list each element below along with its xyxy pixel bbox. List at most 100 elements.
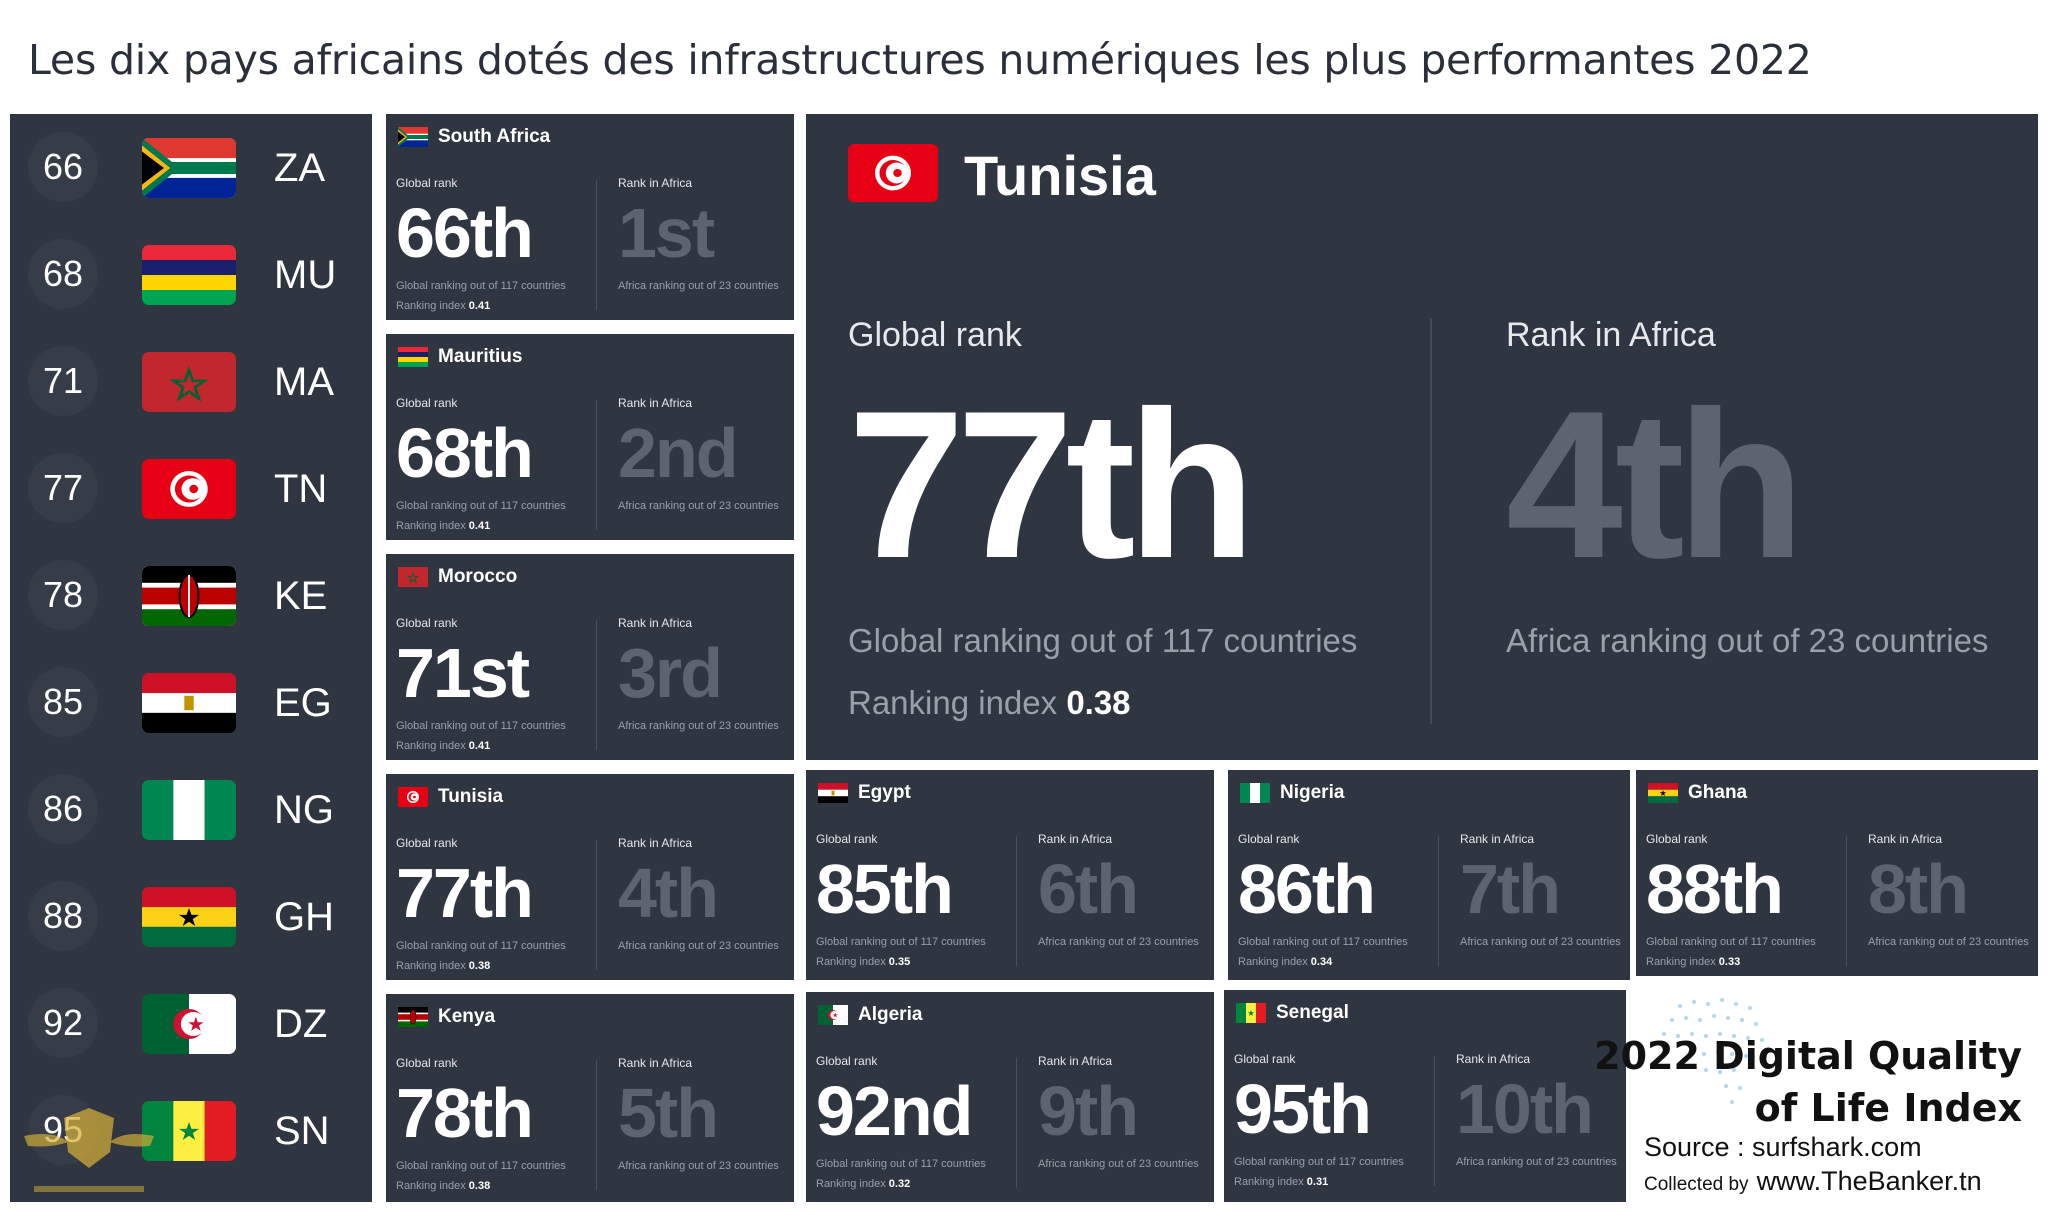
africa-rank-column: Rank in Africa 9th Africa ranking out of…	[1038, 1054, 1214, 1170]
card-header: Kenya	[398, 1004, 495, 1030]
card-header: Egypt	[818, 780, 911, 806]
global-ranking-note: Global ranking out of 117 countries	[396, 940, 566, 952]
africa-rank-column: Rank in Africa 1st Africa ranking out of…	[618, 176, 794, 292]
country-code: TN	[274, 467, 328, 511]
rank-row: 88 GH	[10, 863, 372, 970]
ranking-index-label: Ranking index	[396, 300, 466, 312]
global-rank-column: Global rank 92nd Global ranking out of 1…	[816, 1054, 1016, 1190]
rank-row: 77 TN	[10, 435, 372, 542]
ranking-index-label: Ranking index	[816, 1178, 886, 1190]
flag-south-africa-icon	[398, 127, 428, 147]
africa-rank-value: 5th	[618, 1074, 719, 1152]
card-divider	[596, 840, 597, 970]
global-rank-label: Global rank	[1238, 832, 1300, 846]
flag-ghana-icon	[142, 887, 236, 947]
africa-rank-label: Rank in Africa	[618, 836, 693, 850]
ranking-index-value: 0.31	[1306, 1176, 1329, 1188]
card-divider	[596, 620, 597, 750]
card-divider	[596, 180, 597, 310]
ranking-index-value: 0.32	[888, 1178, 911, 1190]
ranking-index-label: Ranking index	[1238, 956, 1308, 968]
africa-rank-label: Rank in Africa	[1868, 832, 1943, 846]
ranking-index-label: Ranking index	[848, 684, 1058, 721]
africa-rank-value: 2nd	[618, 414, 738, 492]
flag-tunisia-icon	[142, 459, 236, 519]
global-rank-value: 86th	[1238, 850, 1376, 928]
global-rank-label: Global rank	[816, 832, 878, 846]
africa-rank-label: Rank in Africa	[618, 176, 693, 190]
africa-ranking-note: Africa ranking out of 23 countries	[618, 720, 779, 732]
country-card-morocco: Morocco Global rank 71st Global ranking …	[386, 554, 794, 760]
country-card-algeria: Algeria Global rank 92nd Global ranking …	[806, 992, 1214, 1202]
flag-south-africa-icon	[142, 138, 236, 198]
africa-ranking-note: Africa ranking out of 23 countries	[1460, 936, 1621, 948]
collected-by-label: Collected by	[1644, 1174, 1749, 1195]
africa-rank-value: 9th	[1038, 1072, 1139, 1150]
flag-senegal-icon	[1236, 1003, 1266, 1023]
rank-number: 78	[28, 560, 98, 630]
flag-senegal-icon	[142, 1101, 236, 1161]
ranking-index-value: 0.35	[888, 956, 911, 968]
africa-rank-label: Rank in Africa	[1038, 1054, 1113, 1068]
country-card-south-africa: South Africa Global rank 66th Global ran…	[386, 114, 794, 320]
country-card-nigeria: Nigeria Global rank 86th Global ranking …	[1228, 770, 1630, 980]
global-rank-label: Global rank	[1646, 832, 1708, 846]
ranking-index-value: 0.34	[1310, 956, 1333, 968]
watermark-logo-icon	[14, 1090, 164, 1210]
africa-rank-label: Rank in Africa	[618, 1056, 693, 1070]
ranking-index-label: Ranking index	[396, 960, 466, 972]
card-header: Mauritius	[398, 344, 522, 370]
index-logo-block: 2022 Digital Quality of Life Index Sourc…	[1594, 990, 2040, 1204]
africa-ranking-note: Africa ranking out of 23 countries	[1038, 1158, 1199, 1170]
africa-rank-column: Rank in Africa 4th Africa ranking out of…	[618, 836, 794, 952]
card-divider	[1016, 1058, 1017, 1188]
global-rank-value: 85th	[816, 850, 954, 928]
card-country-name: Kenya	[438, 1006, 496, 1027]
africa-rank-column: Rank in Africa 7th Africa ranking out of…	[1460, 832, 1630, 948]
rank-list-panel: 66 ZA 68 MU 71 MA 77 TN 78 KE 85	[10, 114, 372, 1202]
global-rank-value: 88th	[1646, 850, 1784, 928]
flag-egypt-icon	[142, 673, 236, 733]
featured-country-name: Tunisia	[964, 144, 1156, 207]
card-divider	[596, 400, 597, 530]
africa-rank-label: Rank in Africa	[1456, 1052, 1531, 1066]
global-ranking-note: Global ranking out of 117 countries	[1238, 936, 1408, 948]
africa-ranking-note: Africa ranking out of 23 countries	[1456, 1156, 1617, 1168]
africa-rank-value: 3rd	[618, 634, 723, 712]
ranking-index: Ranking index 0.41	[396, 300, 596, 312]
collected-by: Collected by www.TheBanker.tn	[1644, 1166, 1982, 1197]
flag-kenya-icon	[142, 566, 236, 626]
country-card-senegal: Senegal Global rank 95th Global ranking …	[1224, 990, 1626, 1202]
rank-row: 86 NG	[10, 756, 372, 863]
africa-rank-value: 8th	[1868, 850, 1969, 928]
global-rank-label: Global rank	[1234, 1052, 1296, 1066]
global-ranking-note: Global ranking out of 117 countries	[1234, 1156, 1404, 1168]
card-country-name: South Africa	[438, 126, 551, 147]
africa-ranking-note: Africa ranking out of 23 countries	[1868, 936, 2029, 948]
ranking-index: Ranking index 0.38	[396, 960, 596, 972]
country-code: DZ	[274, 1002, 328, 1046]
featured-global-ranking-note: Global ranking out of 117 countries	[848, 622, 1358, 659]
rank-row: 85 EG	[10, 649, 372, 756]
global-rank-column: Global rank 85th Global ranking out of 1…	[816, 832, 1016, 968]
global-ranking-note: Global ranking out of 117 countries	[396, 500, 566, 512]
ranking-index-value: 0.38	[468, 960, 491, 972]
card-header: Tunisia	[398, 784, 503, 810]
africa-rank-column: Rank in Africa 3rd Africa ranking out of…	[618, 616, 794, 732]
global-rank-column: Global rank 71st Global ranking out of 1…	[396, 616, 596, 752]
global-rank-label: Global rank	[396, 396, 458, 410]
collected-by-site: www.TheBanker.tn	[1756, 1166, 1982, 1196]
ranking-index: Ranking index 0.41	[396, 520, 596, 532]
flag-mauritius-icon	[398, 347, 428, 367]
ranking-index: Ranking index 0.34	[1238, 956, 1438, 968]
rank-row: 71 MA	[10, 328, 372, 435]
country-code: SN	[274, 1109, 330, 1153]
global-rank-value: 92nd	[816, 1072, 973, 1150]
global-rank-label: Global rank	[816, 1054, 878, 1068]
country-code: MU	[274, 253, 337, 297]
flag-nigeria-icon	[1240, 783, 1270, 803]
index-title-line1: 2022 Digital Quality	[1594, 1034, 2022, 1078]
africa-ranking-note: Africa ranking out of 23 countries	[618, 940, 779, 952]
africa-rank-value: 4th	[618, 854, 719, 932]
country-card-tunisia: Tunisia Global rank 77th Global ranking …	[386, 774, 794, 980]
